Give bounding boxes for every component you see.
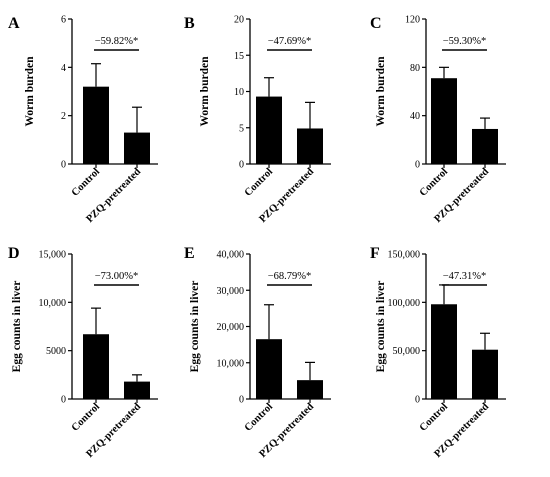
x-tick-label: Control (418, 401, 450, 433)
panel-d: D 0 5000 10,000 15,000 Egg counts in liver Con… (8, 245, 158, 460)
y-tick-label: 0 (239, 160, 244, 171)
y-tick-label: 10,000 (39, 298, 67, 309)
significance-annotation: −59.30%* (443, 36, 487, 47)
y-axis-label: Worm burden (199, 56, 211, 127)
significance-annotation: −59.82%* (95, 36, 139, 47)
significance-annotation: −47.69%* (268, 36, 312, 47)
y-axis-label: Worm burden (375, 56, 387, 127)
y-tick-label: 20,000 (217, 322, 245, 333)
y-tick-label: 4 (61, 63, 66, 74)
y-tick-label: 0 (61, 160, 66, 171)
y-tick-label: 20 (234, 15, 244, 26)
panel-letter: C (370, 15, 382, 32)
y-tick-label: 15 (234, 51, 244, 62)
y-tick-label: 0 (239, 395, 244, 406)
y-tick-label: 10,000 (217, 358, 245, 369)
bar-control (256, 339, 282, 399)
x-tick-label: Control (70, 401, 102, 433)
panel-letter: E (184, 245, 195, 262)
y-tick-label: 80 (410, 63, 420, 74)
significance-annotation: −47.31%* (443, 271, 487, 282)
y-tick-label: 2 (61, 111, 66, 122)
panel-letter: A (8, 15, 20, 32)
y-tick-label: 15,000 (39, 250, 67, 261)
y-tick-label: 40 (410, 111, 420, 122)
bar-pzq-pretreated (297, 380, 323, 399)
y-tick-label: 0 (415, 395, 420, 406)
bar-pzq-pretreated (472, 349, 498, 399)
y-axis-label: Worm burden (24, 56, 36, 127)
y-tick-label: 50,000 (393, 346, 421, 357)
panel-letter: D (8, 245, 20, 262)
y-tick-label: 100,000 (388, 298, 421, 309)
bar-pzq-pretreated (124, 132, 150, 164)
x-tick-label: Control (418, 166, 450, 198)
panel-f: F 0 50,000 100,000 150,000 Egg counts in live… (370, 245, 506, 460)
x-tick-label: Control (243, 401, 275, 433)
bar-control (431, 78, 457, 164)
significance-annotation: −73.00%* (95, 271, 139, 282)
y-tick-label: 0 (61, 395, 66, 406)
y-axis-label: Egg counts in liver (375, 281, 387, 373)
y-axis-label: Egg counts in liver (189, 281, 201, 373)
bar-control (83, 86, 109, 164)
x-tick-label: Control (243, 166, 275, 198)
y-tick-label: 150,000 (388, 250, 421, 261)
bar-control (431, 304, 457, 399)
panel-letter: F (370, 245, 380, 262)
bar-control (256, 96, 282, 164)
y-tick-label: 5 (239, 123, 244, 134)
bar-pzq-pretreated (124, 381, 150, 399)
y-tick-label: 0 (415, 160, 420, 171)
panel-e: E 0 10,000 20,000 30,000 40,000 Egg counts in … (184, 245, 331, 460)
y-tick-label: 6 (61, 15, 66, 26)
x-tick-label: Control (70, 166, 102, 198)
y-tick-label: 120 (405, 15, 420, 26)
y-tick-label: 10 (234, 87, 244, 98)
y-tick-label: 30,000 (217, 286, 245, 297)
bar-pzq-pretreated (472, 128, 498, 164)
bar-pzq-pretreated (297, 128, 323, 164)
bar-control (83, 334, 109, 399)
y-tick-label: 40,000 (217, 250, 245, 261)
panel-letter: B (184, 15, 195, 32)
significance-annotation: −68.79%* (268, 271, 312, 282)
y-axis-label: Egg counts in liver (11, 281, 23, 373)
y-tick-label: 5000 (46, 346, 66, 357)
